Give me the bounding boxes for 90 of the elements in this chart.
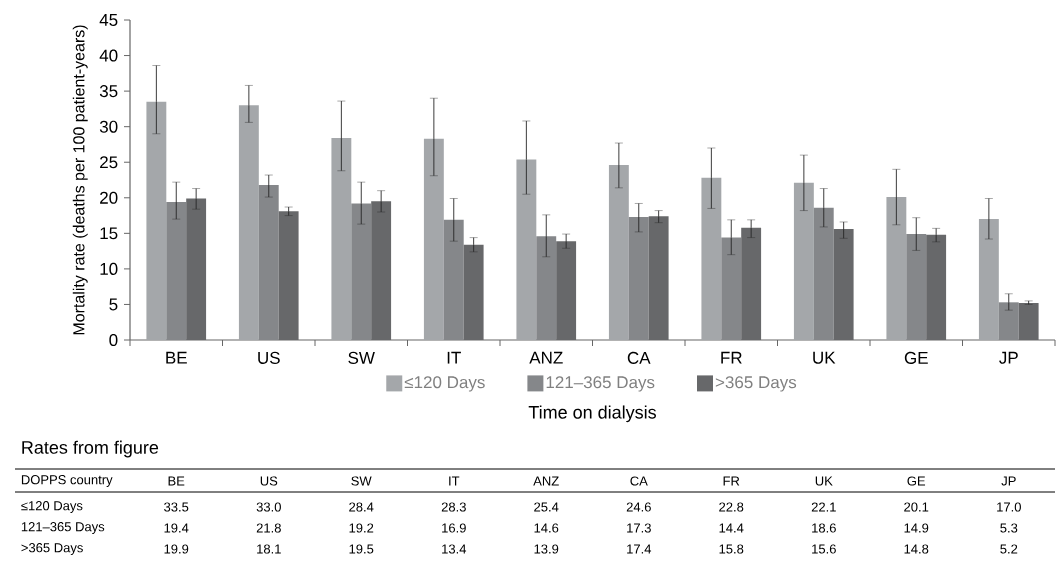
category-label: ANZ: [533, 476, 559, 486]
category-label: SW: [351, 476, 372, 486]
data-label: 22.8: [719, 502, 744, 512]
bar: [516, 159, 537, 341]
data-label: 16.9: [442, 523, 466, 533]
data-label: 19.9: [164, 544, 189, 554]
bar: [351, 203, 372, 341]
data-label: 15.8: [719, 544, 744, 554]
bar: [813, 207, 834, 341]
data-label: 19.4: [164, 523, 189, 533]
y-tick-label: 5: [109, 298, 118, 311]
y-tick-label: 40: [99, 49, 118, 62]
data-label: 25.4: [534, 502, 559, 512]
data-label: 17.4: [627, 544, 652, 554]
bar: [423, 138, 444, 341]
bar: [978, 219, 999, 341]
data-label: 21.8: [256, 523, 281, 533]
legend-label: ≤120 Days: [404, 376, 485, 392]
category-label: IT: [449, 476, 460, 486]
bar: [701, 177, 722, 341]
category-label: UK: [815, 476, 833, 486]
text: Rates from figure: [22, 440, 159, 458]
bar: [166, 202, 187, 341]
bar: [886, 197, 907, 341]
data-label: 13.4: [442, 544, 467, 554]
data-label: 24.6: [626, 502, 651, 512]
y-tick-label: 0: [109, 333, 118, 347]
y-tick-label: 20: [100, 191, 118, 204]
bar: [146, 101, 167, 341]
y-tick-label: 15: [100, 227, 118, 240]
data-label: 14.9: [904, 523, 929, 533]
data-label: 17.3: [627, 523, 651, 533]
data-label: 15.6: [812, 544, 836, 554]
data-label: 5.3: [1000, 523, 1018, 533]
data-label: 20.1: [904, 502, 929, 512]
legend-label: >365 Days: [715, 376, 797, 392]
x-tick-label: CA: [627, 351, 651, 364]
category-label: BE: [168, 476, 185, 486]
text: DOPPS country: [21, 475, 113, 487]
bar: [998, 302, 1019, 341]
text: ≤120 Days: [21, 501, 83, 513]
y-tick-label: 25: [100, 156, 118, 169]
y-axis-title: Mortality rate (deaths per 100 patient-years): [72, 25, 88, 335]
category-label: CA: [630, 476, 648, 486]
bar: [258, 184, 279, 341]
y-tick-label: 30: [99, 120, 118, 133]
data-label: 33.5: [164, 502, 189, 512]
bar: [331, 138, 352, 341]
bar: [536, 236, 557, 341]
data-label: 33.0: [256, 502, 281, 512]
data-label: 18.6: [812, 523, 836, 533]
bar: [793, 182, 814, 341]
x-tick-label: FR: [721, 351, 742, 364]
data-label: 19.2: [349, 523, 374, 533]
category-label: FR: [723, 476, 740, 486]
bar: [608, 165, 629, 341]
y-tick-label: 45: [99, 14, 118, 26]
x-tick-label: IT: [447, 351, 461, 364]
data-label: 14.6: [534, 523, 559, 533]
category-label: US: [260, 476, 278, 486]
text: >365 Days: [21, 543, 83, 555]
data-label: 19.5: [349, 544, 374, 554]
x-tick-label: ANZ: [529, 351, 563, 364]
data-label: 18.1: [257, 544, 281, 554]
y-tick-label: 10: [100, 262, 118, 275]
category-label: JP: [1001, 476, 1016, 486]
data-label: 13.9: [534, 544, 559, 554]
bar: [628, 216, 649, 341]
category-label: GE: [907, 476, 926, 486]
x-tick-label: GE: [904, 351, 928, 364]
text: 121–365 Days: [21, 522, 105, 534]
x-tick-label: US: [258, 351, 280, 364]
x-axis-title: Time on dialysis: [528, 405, 656, 423]
data-label: 5.2: [1000, 544, 1018, 554]
data-label: 28.4: [349, 502, 374, 512]
data-label: 14.4: [719, 523, 744, 533]
bar: [906, 234, 927, 341]
bar: [443, 219, 464, 341]
x-tick-label: JP: [999, 351, 1018, 364]
x-tick-label: SW: [348, 351, 375, 364]
legend-label: 121–365 Days: [546, 376, 655, 392]
data-label: 17.0: [997, 502, 1021, 512]
x-tick-label: BE: [166, 351, 187, 364]
data-label: 28.3: [441, 502, 466, 512]
data-label: 14.8: [904, 544, 929, 554]
bar: [721, 237, 742, 341]
bar: [238, 105, 259, 341]
x-tick-label: UK: [813, 351, 836, 364]
y-tick-label: 35: [99, 85, 118, 98]
data-label: 22.1: [811, 502, 836, 512]
